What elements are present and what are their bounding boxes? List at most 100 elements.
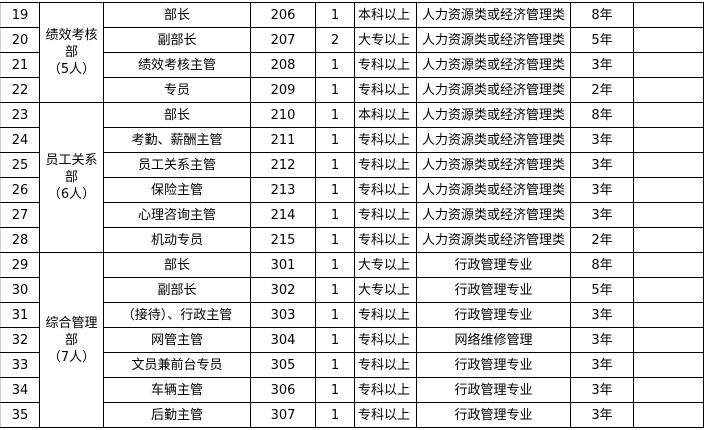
position-code-cell[interactable]: 307: [250, 402, 316, 428]
position-code-cell[interactable]: 214: [250, 202, 316, 228]
headcount-cell[interactable]: 1: [315, 227, 355, 253]
row-number[interactable]: 31: [0, 302, 40, 328]
position-code-cell[interactable]: 213: [250, 177, 316, 203]
headcount-cell[interactable]: 1: [315, 377, 355, 403]
headcount-cell[interactable]: 1: [315, 127, 355, 153]
notes-cell[interactable]: [633, 177, 704, 203]
education-cell[interactable]: 专科以上: [354, 402, 417, 428]
headcount-cell[interactable]: 1: [315, 2, 355, 28]
major-cell[interactable]: 人力资源类或经济管理类: [416, 27, 571, 53]
experience-cell[interactable]: 8年: [570, 2, 634, 28]
education-cell[interactable]: 专科以上: [354, 302, 417, 328]
major-cell[interactable]: 人力资源类或经济管理类: [416, 77, 571, 103]
headcount-cell[interactable]: 1: [315, 102, 355, 128]
notes-cell[interactable]: [633, 352, 704, 378]
major-cell[interactable]: 行政管理专业: [416, 252, 571, 278]
department-cell[interactable]: 综合管理部（7人）: [39, 252, 104, 428]
row-number[interactable]: 21: [0, 52, 40, 78]
position-code-cell[interactable]: 215: [250, 227, 316, 253]
major-cell[interactable]: 行政管理专业: [416, 277, 571, 303]
headcount-cell[interactable]: 1: [315, 77, 355, 103]
notes-cell[interactable]: [633, 327, 704, 353]
position-code-cell[interactable]: 209: [250, 77, 316, 103]
education-cell[interactable]: 专科以上: [354, 327, 417, 353]
row-number[interactable]: 33: [0, 352, 40, 378]
experience-cell[interactable]: 3年: [570, 352, 634, 378]
major-cell[interactable]: 人力资源类或经济管理类: [416, 227, 571, 253]
experience-cell[interactable]: 3年: [570, 327, 634, 353]
education-cell[interactable]: 专科以上: [354, 202, 417, 228]
row-number[interactable]: 20: [0, 27, 40, 53]
experience-cell[interactable]: 3年: [570, 127, 634, 153]
position-cell[interactable]: 车辆主管: [103, 377, 251, 403]
position-code-cell[interactable]: 208: [250, 52, 316, 78]
education-cell[interactable]: 专科以上: [354, 127, 417, 153]
experience-cell[interactable]: 3年: [570, 402, 634, 428]
headcount-cell[interactable]: 1: [315, 302, 355, 328]
position-code-cell[interactable]: 206: [250, 2, 316, 28]
notes-cell[interactable]: [633, 102, 704, 128]
notes-cell[interactable]: [633, 277, 704, 303]
notes-cell[interactable]: [633, 402, 704, 428]
major-cell[interactable]: 人力资源类或经济管理类: [416, 52, 571, 78]
position-cell[interactable]: 机动专员: [103, 227, 251, 253]
position-cell[interactable]: （接待）、行政主管: [103, 302, 251, 328]
headcount-cell[interactable]: 1: [315, 327, 355, 353]
major-cell[interactable]: 行政管理专业: [416, 352, 571, 378]
row-number[interactable]: 30: [0, 277, 40, 303]
row-number[interactable]: 32: [0, 327, 40, 353]
notes-cell[interactable]: [633, 2, 704, 28]
position-cell[interactable]: 部长: [103, 252, 251, 278]
headcount-cell[interactable]: 1: [315, 352, 355, 378]
position-cell[interactable]: 专员: [103, 77, 251, 103]
notes-cell[interactable]: [633, 252, 704, 278]
experience-cell[interactable]: 2年: [570, 227, 634, 253]
position-cell[interactable]: 副部长: [103, 277, 251, 303]
major-cell[interactable]: 人力资源类或经济管理类: [416, 202, 571, 228]
headcount-cell[interactable]: 1: [315, 177, 355, 203]
experience-cell[interactable]: 8年: [570, 252, 634, 278]
major-cell[interactable]: 人力资源类或经济管理类: [416, 177, 571, 203]
education-cell[interactable]: 大专以上: [354, 27, 417, 53]
education-cell[interactable]: 本科以上: [354, 102, 417, 128]
row-number[interactable]: 22: [0, 77, 40, 103]
position-cell[interactable]: 心理咨询主管: [103, 202, 251, 228]
row-number[interactable]: 24: [0, 127, 40, 153]
experience-cell[interactable]: 5年: [570, 277, 634, 303]
row-number[interactable]: 34: [0, 377, 40, 403]
row-number[interactable]: 28: [0, 227, 40, 253]
experience-cell[interactable]: 3年: [570, 52, 634, 78]
experience-cell[interactable]: 3年: [570, 302, 634, 328]
major-cell[interactable]: 人力资源类或经济管理类: [416, 102, 571, 128]
notes-cell[interactable]: [633, 52, 704, 78]
education-cell[interactable]: 专科以上: [354, 52, 417, 78]
position-cell[interactable]: 副部长: [103, 27, 251, 53]
position-code-cell[interactable]: 210: [250, 102, 316, 128]
education-cell[interactable]: 大专以上: [354, 252, 417, 278]
notes-cell[interactable]: [633, 27, 704, 53]
position-cell[interactable]: 部长: [103, 102, 251, 128]
position-code-cell[interactable]: 301: [250, 252, 316, 278]
education-cell[interactable]: 专科以上: [354, 227, 417, 253]
major-cell[interactable]: 行政管理专业: [416, 402, 571, 428]
position-code-cell[interactable]: 211: [250, 127, 316, 153]
education-cell[interactable]: 专科以上: [354, 152, 417, 178]
row-number[interactable]: 19: [0, 2, 40, 28]
major-cell[interactable]: 人力资源类或经济管理类: [416, 152, 571, 178]
headcount-cell[interactable]: 1: [315, 252, 355, 278]
experience-cell[interactable]: 8年: [570, 102, 634, 128]
position-cell[interactable]: 文员兼前台专员: [103, 352, 251, 378]
position-code-cell[interactable]: 305: [250, 352, 316, 378]
headcount-cell[interactable]: 1: [315, 277, 355, 303]
experience-cell[interactable]: 3年: [570, 177, 634, 203]
notes-cell[interactable]: [633, 302, 704, 328]
experience-cell[interactable]: 5年: [570, 27, 634, 53]
department-cell[interactable]: 绩效考核部 （5人）: [39, 2, 104, 103]
notes-cell[interactable]: [633, 77, 704, 103]
row-number[interactable]: 27: [0, 202, 40, 228]
major-cell[interactable]: 行政管理专业: [416, 302, 571, 328]
position-cell[interactable]: 绩效考核主管: [103, 52, 251, 78]
major-cell[interactable]: 行政管理专业: [416, 377, 571, 403]
experience-cell[interactable]: 3年: [570, 377, 634, 403]
row-number[interactable]: 35: [0, 402, 40, 428]
